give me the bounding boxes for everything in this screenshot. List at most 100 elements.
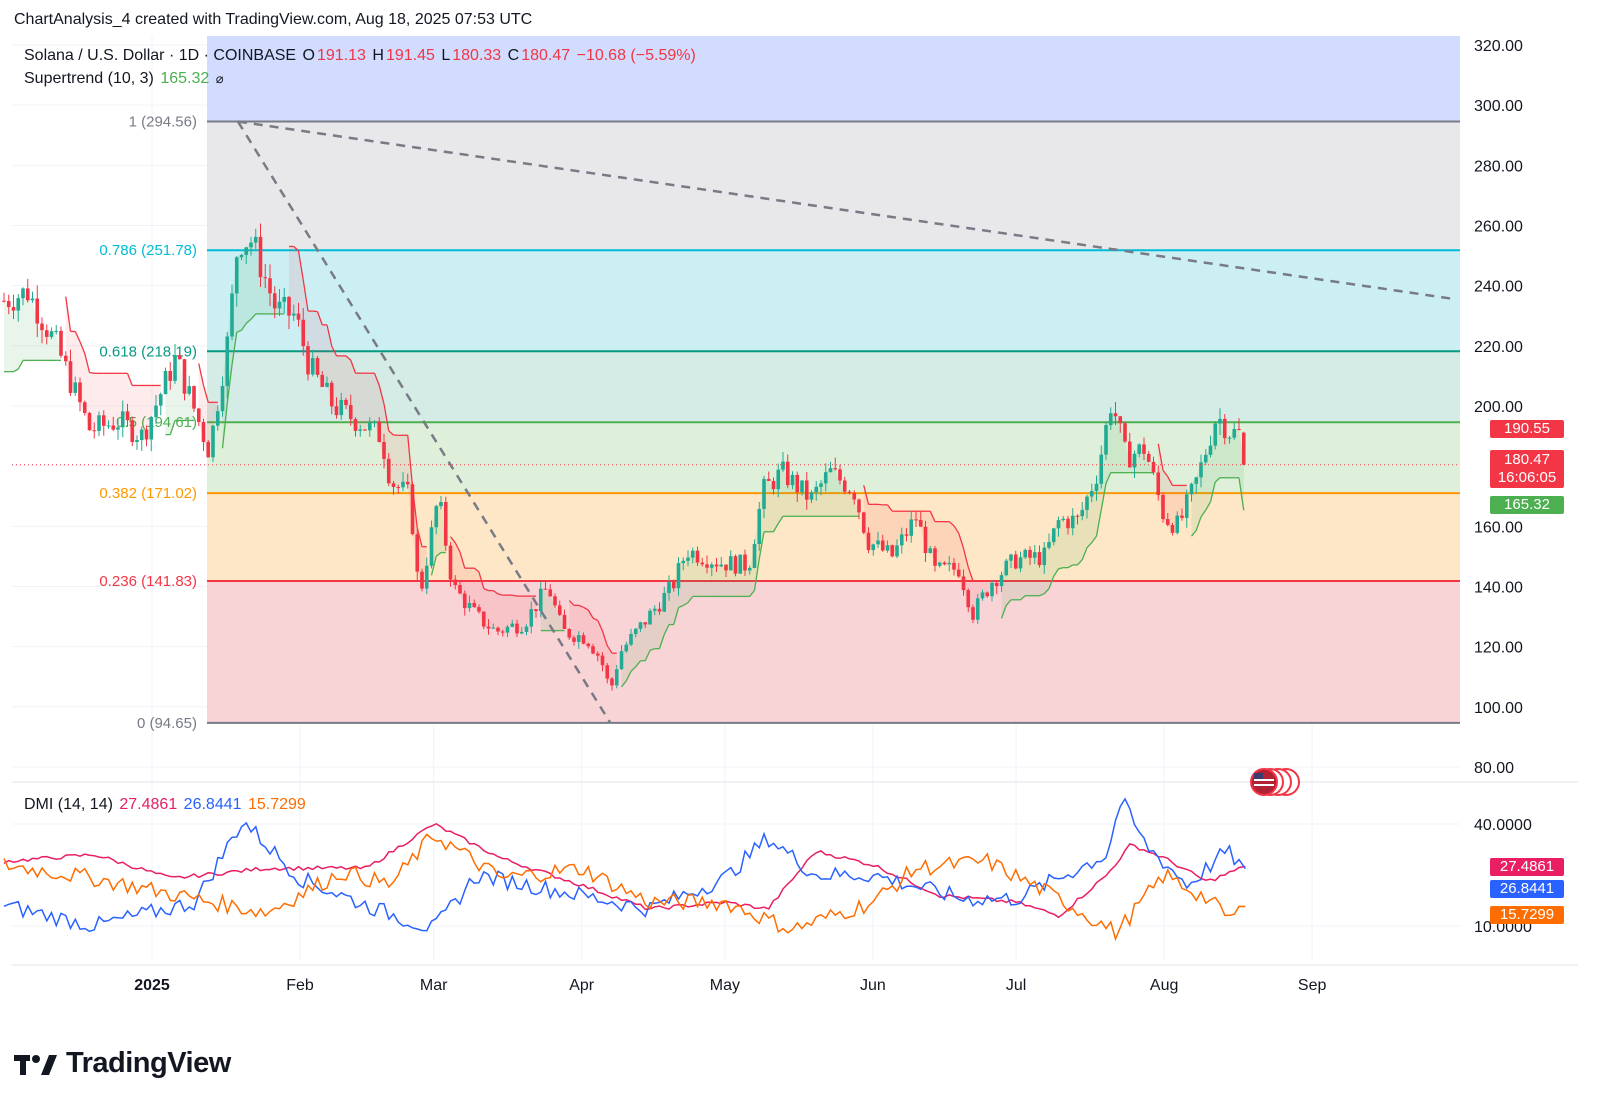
candle-body	[1194, 477, 1199, 484]
supertrend-value: 165.32	[160, 70, 210, 87]
open-label: O	[302, 47, 315, 64]
candle-body	[158, 394, 163, 406]
candle-body	[187, 386, 192, 394]
supertrend-fill	[787, 474, 793, 517]
supertrend-line	[459, 551, 466, 569]
candle-body	[82, 402, 87, 413]
open-value: 191.13	[317, 47, 366, 64]
candle-body	[586, 643, 591, 647]
supertrend-fill	[683, 557, 688, 606]
candle-body	[401, 481, 405, 488]
dmi-label[interactable]: DMI (14, 14)	[24, 796, 113, 813]
supertrend-line	[606, 645, 613, 654]
time-tick-label: May	[710, 977, 740, 994]
supertrend-line	[478, 571, 485, 589]
candle-body	[576, 635, 581, 642]
supertrend-line	[649, 648, 655, 652]
supertrend-fill	[369, 373, 375, 423]
supertrend-fill	[526, 596, 532, 627]
candle-body	[11, 307, 16, 311]
symbol-label[interactable]: Solana / U.S. Dollar · 1D · COINBASE	[24, 47, 297, 64]
supertrend-fill	[23, 288, 28, 361]
supertrend-line	[1091, 535, 1098, 544]
supertrend-fill	[944, 521, 950, 565]
candle-body	[220, 386, 225, 412]
supertrend-line	[226, 364, 233, 404]
supertrend-legend: Supertrend (10, 3) 165.32 ⌀	[24, 70, 226, 88]
candle-body	[762, 478, 766, 509]
candle-body	[519, 631, 524, 634]
supertrend-line	[1039, 593, 1045, 597]
supertrend-fill	[260, 277, 266, 314]
fib-zone	[207, 422, 1460, 494]
supertrend-fill	[137, 385, 142, 441]
candle-body	[757, 508, 762, 545]
supertrend-line	[1209, 481, 1216, 502]
supertrend-fill	[156, 385, 161, 406]
candle-body	[572, 637, 576, 642]
supertrend-fill	[46, 331, 52, 361]
supertrend-fill	[469, 568, 475, 608]
candle-body	[700, 562, 705, 565]
candle-body	[956, 569, 961, 577]
candle-body	[1089, 491, 1094, 497]
fib-zone	[207, 580, 1460, 723]
candle-body	[405, 481, 410, 485]
supertrend-label[interactable]: Supertrend (10, 3)	[24, 70, 154, 87]
supertrend-fill	[502, 595, 508, 633]
supertrend-line	[236, 329, 242, 333]
candle-body	[16, 298, 21, 311]
prev-close-tag: 190.55	[1490, 420, 1564, 438]
candle-body	[1218, 418, 1222, 424]
price-tick-label: 320.00	[1474, 38, 1523, 55]
supertrend-line	[682, 602, 689, 607]
candle-body	[424, 565, 429, 589]
candle-body	[310, 358, 315, 375]
candle-body	[1061, 518, 1066, 521]
candle-body	[695, 550, 700, 563]
candle-body	[225, 336, 230, 387]
candle-body	[1023, 549, 1028, 558]
candle-body	[842, 480, 847, 492]
supertrend-line	[388, 430, 394, 436]
supertrend-fill	[1025, 549, 1030, 596]
supertrend-tag: 165.32	[1490, 496, 1564, 514]
candle-body	[890, 545, 895, 557]
price-tick-label: 200.00	[1474, 399, 1523, 416]
candle-body	[301, 319, 306, 347]
supertrend-line	[568, 600, 575, 606]
candle-body	[173, 355, 177, 381]
candle-body	[595, 653, 600, 656]
last-price-value: 180.47	[1504, 451, 1550, 468]
candle-body	[624, 644, 629, 652]
supertrend-fill	[4, 301, 9, 372]
fib-level-label: 0.236 (141.83)	[99, 573, 197, 590]
candle-body	[1175, 515, 1180, 533]
supertrend-fill	[1224, 437, 1230, 478]
supertrend-line	[302, 279, 309, 312]
candle-body	[1066, 518, 1070, 529]
candle-body	[961, 576, 966, 591]
tradingview-brand[interactable]: TradingView	[14, 1047, 231, 1080]
candle-body	[1199, 462, 1203, 478]
candle-body	[1051, 528, 1056, 543]
fib-zone	[207, 121, 1460, 251]
eye-off-icon[interactable]: ⌀	[215, 71, 224, 86]
supertrend-line	[198, 363, 205, 386]
candle-body	[733, 556, 738, 574]
supertrend-line	[1043, 588, 1050, 595]
supertrend-line	[449, 536, 456, 544]
supertrend-line	[407, 435, 414, 487]
supertrend-line	[1086, 542, 1093, 549]
candle-body	[766, 478, 771, 481]
candle-body	[1009, 554, 1013, 561]
supertrend-fill	[949, 521, 954, 570]
last-price-tag: 180.47 16:06:05	[1490, 450, 1564, 488]
candle-body	[714, 564, 719, 567]
dmi-legend: DMI (14, 14) 27.4861 26.8441 15.7299	[24, 796, 308, 814]
price-tick-label: 220.00	[1474, 339, 1523, 356]
candle-body	[1113, 413, 1118, 417]
time-tick-label: Jul	[1006, 977, 1026, 994]
